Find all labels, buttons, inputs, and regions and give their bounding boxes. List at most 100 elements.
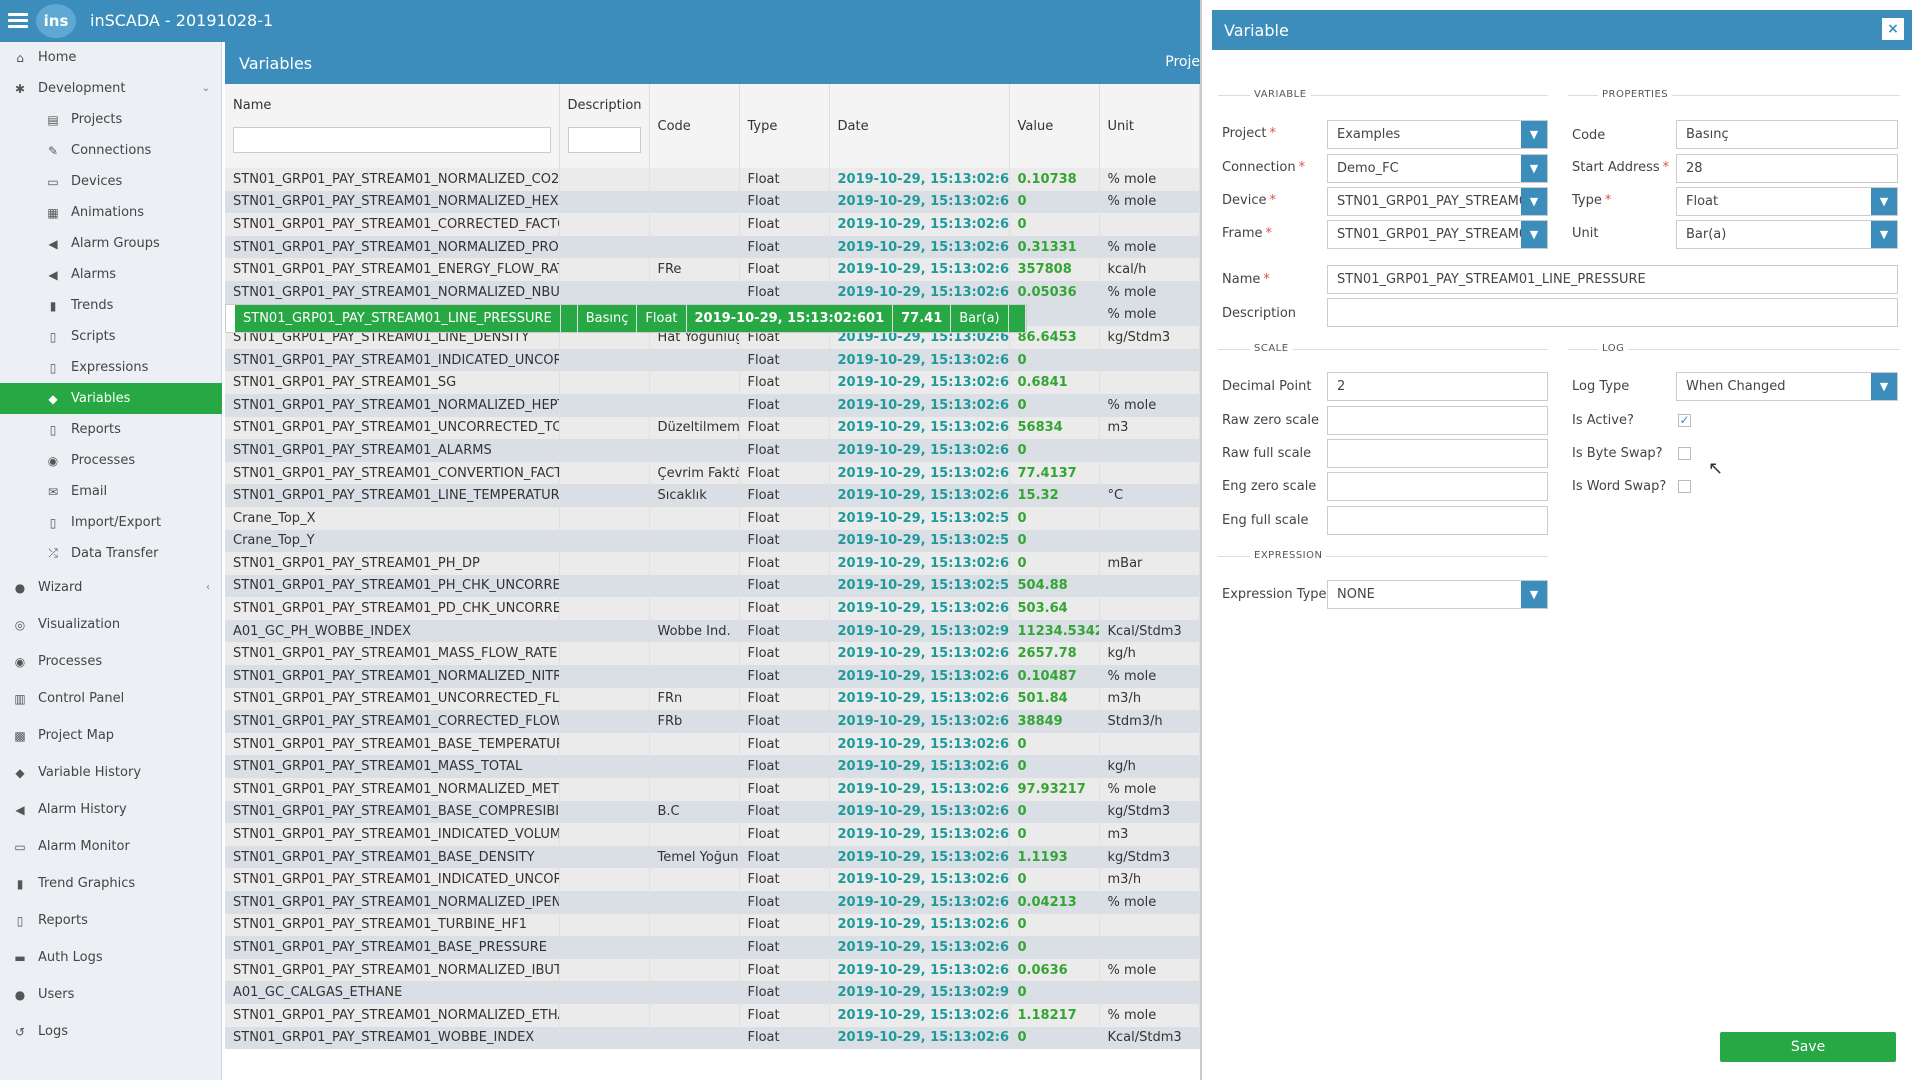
column-header-date[interactable]: Date <box>829 84 1010 168</box>
table-row[interactable]: STN01_GRP01_PAY_STREAM01_NORMALIZED_IBUT… <box>225 958 1200 982</box>
table-row[interactable]: A01_GC_CALGAS_ETHANE Float 2019-10-29, 15:… <box>225 981 1200 1004</box>
table-row[interactable]: STN01_GRP01_PAY_STREAM01_PD_CHK_UNCORREC… <box>225 597 1200 620</box>
log-type-select[interactable]: When Changed ▼ <box>1676 372 1898 401</box>
byte-swap-checkbox[interactable] <box>1678 447 1691 460</box>
sidebar-item-connections[interactable]: ✎ Connections <box>0 135 222 166</box>
table-row[interactable]: STN01_GRP01_PAY_STREAM01_BASE_DENSITY Tem… <box>225 845 1200 869</box>
eng-full-scale-input[interactable] <box>1327 506 1548 535</box>
chevron-down-icon[interactable]: ▼ <box>1521 581 1547 608</box>
eng-zero-scale-input[interactable] <box>1327 472 1548 501</box>
sidebar-item-expressions[interactable]: ▯ Expressions <box>0 352 222 383</box>
sidebar-item-alarm-monitor[interactable]: ▭ Alarm Monitor <box>0 831 222 862</box>
table-row[interactable]: STN01_GRP01_PAY_STREAM01_TURBINE_HF1 Floa… <box>225 913 1200 937</box>
table-row[interactable]: STN01_GRP01_PAY_STREAM01_SG Float 2019-10-… <box>225 371 1200 394</box>
raw-zero-scale-input[interactable] <box>1327 406 1548 435</box>
chevron-down-icon[interactable]: ▼ <box>1871 188 1897 215</box>
table-row[interactable]: STN01_GRP01_PAY_STREAM01_LINE_TEMPERATUR… <box>225 484 1200 507</box>
table-row[interactable]: STN01_GRP01_PAY_STREAM01_BASE_PRESSURE Fl… <box>225 936 1200 959</box>
chevron-icon[interactable]: ‹ <box>206 582 210 593</box>
chevron-down-icon[interactable]: ▼ <box>1521 121 1547 148</box>
sidebar-item-users[interactable]: ● Users <box>0 979 222 1010</box>
word-swap-checkbox[interactable] <box>1678 480 1691 493</box>
column-header-unit[interactable]: Unit <box>1099 84 1200 168</box>
sidebar-item-home[interactable]: ⌂ Home <box>0 42 222 73</box>
table-row[interactable]: STN01_GRP01_PAY_STREAM01_BASE_TEMPERATUR… <box>225 732 1200 756</box>
column-header-description[interactable]: Description <box>559 84 650 168</box>
table-row[interactable]: STN01_GRP01_PAY_STREAM01_NORMALIZED_METH… <box>225 778 1200 801</box>
table-row[interactable]: STN01_GRP01_PAY_STREAM01_NORMALIZED_HEXA… <box>225 190 1200 214</box>
table-row[interactable]: A01_GC_PH_WOBBE_INDEX Wobbe Ind. Float 2019… <box>225 619 1200 643</box>
is-active-checkbox[interactable]: ✓ <box>1678 413 1691 427</box>
connection-select[interactable]: Demo_FC ▼ <box>1327 154 1548 183</box>
table-row[interactable]: STN01_GRP01_PAY_STREAM01_PH_CHK_UNCORREC… <box>225 574 1200 598</box>
close-icon[interactable]: × <box>1882 18 1904 40</box>
sidebar-item-scripts[interactable]: ▯ Scripts <box>0 321 222 352</box>
sidebar-item-animations[interactable]: ▦ Animations <box>0 197 222 228</box>
table-row[interactable]: STN01_GRP01_PAY_STREAM01_NORMALIZED_PROP… <box>225 235 1200 259</box>
table-row[interactable]: STN01_GRP01_PAY_STREAM01_NORMALIZED_HEPT… <box>225 393 1200 417</box>
sidebar-item-alarms[interactable]: ◀ Alarms <box>0 259 222 290</box>
chevron-down-icon[interactable]: ▼ <box>1521 188 1547 215</box>
table-row[interactable]: STN01_GRP01_PAY_STREAM01_UNCORRECTED_FLO… <box>225 687 1200 711</box>
chevron-down-icon[interactable]: ▼ <box>1871 221 1897 248</box>
save-button[interactable]: Save <box>1720 1032 1896 1062</box>
sidebar-item-devices[interactable]: ▭ Devices <box>0 166 222 197</box>
table-row[interactable]: STN01_GRP01_PAY_STREAM01_LINE_PRESSURE Ba… <box>225 303 1027 333</box>
unit-select[interactable]: Bar(a) ▼ <box>1676 220 1898 249</box>
table-row[interactable]: STN01_GRP01_PAY_STREAM01_NORMALIZED_NITR… <box>225 665 1200 688</box>
start-address-input[interactable]: 28 <box>1676 154 1898 183</box>
sidebar-item-auth-logs[interactable]: ▬ Auth Logs <box>0 942 222 973</box>
table-row[interactable]: STN01_GRP01_PAY_STREAM01_ENERGY_FLOW_RAT… <box>225 258 1200 281</box>
table-row[interactable]: STN01_GRP01_PAY_STREAM01_CORRECTED_FLOW_… <box>225 710 1200 733</box>
table-row[interactable]: STN01_GRP01_PAY_STREAM01_NORMALIZED_NBUT… <box>225 280 1200 304</box>
menu-toggle-icon[interactable] <box>8 10 28 30</box>
table-row[interactable]: STN01_GRP01_PAY_STREAM01_CORRECTED_FACTO… <box>225 213 1200 236</box>
table-row[interactable]: STN01_GRP01_PAY_STREAM01_PH_DP Float 2019-… <box>225 552 1200 575</box>
column-header-name[interactable]: Name <box>225 84 560 168</box>
description-filter-input[interactable] <box>567 127 641 153</box>
name-filter-input[interactable] <box>233 127 551 153</box>
table-row[interactable]: STN01_GRP01_PAY_STREAM01_ALARMS Float 2019… <box>225 439 1200 462</box>
sidebar-item-logs[interactable]: ↺ Logs <box>0 1016 222 1047</box>
type-select[interactable]: Float ▼ <box>1676 187 1898 216</box>
sidebar-item-alarm-groups[interactable]: ◀ Alarm Groups <box>0 228 222 259</box>
table-row[interactable]: STN01_GRP01_PAY_STREAM01_BASE_COMPRESIBI… <box>225 800 1200 824</box>
table-row[interactable]: STN01_GRP01_PAY_STREAM01_NORMALIZED_ETHA… <box>225 1003 1200 1027</box>
sidebar-item-projects[interactable]: ▤ Projects <box>0 104 222 135</box>
expression-type-select[interactable]: NONE ▼ <box>1327 580 1548 609</box>
table-row[interactable]: STN01_GRP01_PAY_STREAM01_INDICATED_UNCOR… <box>225 348 1200 372</box>
decimal-point-input[interactable]: 2 <box>1327 372 1548 401</box>
table-row[interactable]: STN01_GRP01_PAY_STREAM01_MASS_FLOW_RATE F… <box>225 642 1200 666</box>
table-row[interactable]: Crane_Top_X Float 2019-10-29, 15:13:02:565… <box>225 506 1200 530</box>
sidebar-item-variables[interactable]: ◆ Variables <box>0 383 222 414</box>
table-row[interactable]: STN01_GRP01_PAY_STREAM01_CONVERTION_FACT… <box>225 461 1200 485</box>
chevron-down-icon[interactable]: ▼ <box>1521 221 1547 248</box>
sidebar-item-alarm-history[interactable]: ◀ Alarm History <box>0 794 222 825</box>
sidebar-item-processes[interactable]: ◉ Processes <box>0 646 222 677</box>
device-select[interactable]: STN01_GRP01_PAY_STREAM01_ ▼ <box>1327 187 1548 216</box>
table-row[interactable]: STN01_GRP01_PAY_STREAM01_INDICATED_UNCOR… <box>225 868 1200 891</box>
sidebar-item-data-transfer[interactable]: ⤮ Data Transfer <box>0 538 222 569</box>
table-row[interactable]: STN01_GRP01_PAY_STREAM01_NORMALIZED_IPEN… <box>225 891 1200 914</box>
table-row[interactable]: STN01_GRP01_PAY_STREAM01_MASS_TOTAL Float… <box>225 755 1200 779</box>
sidebar-item-reports[interactable]: ▯ Reports <box>0 905 222 936</box>
table-row[interactable]: STN01_GRP01_PAY_STREAM01_INDICATED_VOLUM… <box>225 823 1200 846</box>
sidebar-item-reports[interactable]: ▯ Reports <box>0 414 222 445</box>
chevron-down-icon[interactable]: ▼ <box>1521 155 1547 182</box>
sidebar-item-trends[interactable]: ▮ Trends <box>0 290 222 321</box>
table-row[interactable]: STN01_GRP01_PAY_STREAM01_NORMALIZED_CO2 F… <box>225 168 1200 191</box>
sidebar-item-project-map[interactable]: ▩ Project Map <box>0 720 222 751</box>
table-row[interactable]: STN01_GRP01_PAY_STREAM01_UNCORRECTED_TOT… <box>225 416 1200 440</box>
sidebar-item-variable-history[interactable]: ◆ Variable History <box>0 757 222 788</box>
chevron-icon[interactable]: ⌄ <box>201 83 210 94</box>
table-row[interactable]: STN01_GRP01_PAY_STREAM01_WOBBE_INDEX Floa… <box>225 1026 1200 1050</box>
column-header-type[interactable]: Type <box>739 84 830 168</box>
chevron-down-icon[interactable]: ▼ <box>1871 373 1897 400</box>
sidebar-item-trend-graphics[interactable]: ▮ Trend Graphics <box>0 868 222 899</box>
column-header-code[interactable]: Code <box>649 84 740 168</box>
sidebar-item-import-export[interactable]: ▯ Import/Export <box>0 507 222 538</box>
sidebar-item-control-panel[interactable]: ▥ Control Panel <box>0 683 222 714</box>
name-input[interactable]: STN01_GRP01_PAY_STREAM01_LINE_PRESSURE <box>1327 265 1898 294</box>
sidebar-item-development[interactable]: ✱ Development ⌄ <box>0 73 222 104</box>
table-row[interactable]: Crane_Top_Y Float 2019-10-29, 15:13:02:565… <box>225 529 1200 553</box>
